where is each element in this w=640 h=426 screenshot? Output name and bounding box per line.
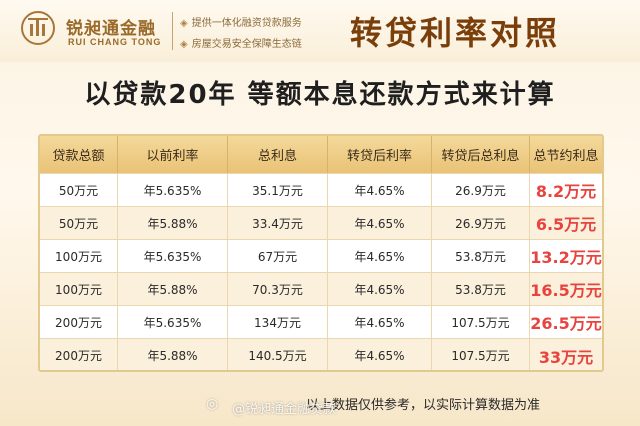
brand-name: 锐昶通金融	[66, 19, 156, 39]
savings-cell: 33万元	[538, 347, 594, 367]
table-header-row: 贷款总额 以前利率 总利息 转贷后利率 转贷后总利息 总节约利息	[40, 136, 602, 174]
savings-cell: 8.2万元	[535, 182, 597, 201]
sub-title: 以贷款20年 等额本息还款方式来计算	[84, 80, 556, 110]
table-cell: 100万元	[40, 240, 118, 272]
table-cell: 33.4万元	[228, 207, 328, 239]
savings-cell: 13.2万元	[530, 248, 602, 267]
table-cell: 年5.635%	[118, 174, 228, 206]
brand-english-name: RUI CHANG TONG	[68, 37, 162, 47]
savings-cell: 6.5万元	[535, 215, 597, 234]
table-cell: 26.9万元	[432, 207, 530, 239]
weibo-icon: ◎	[206, 396, 219, 412]
diamond-icon: ◈	[180, 18, 188, 29]
table-cell: 107.5万元	[432, 339, 530, 370]
column-header: 转贷后利率	[328, 136, 432, 173]
column-header: 总节约利息	[533, 149, 599, 164]
table-cell: 年4.65%	[328, 306, 432, 338]
header-bar: 锐昶通金融 RUI CHANG TONG ◈ 提供一体化融资贷款服务 ◈ 房屋交易安…	[0, 0, 640, 62]
header-divider	[172, 12, 173, 50]
table-cell: 107.5万元	[432, 306, 530, 338]
table-row: 200万元 年5.88% 140.5万元 年4.65% 107.5万元 33万元	[40, 339, 602, 370]
service-text-2: 房屋交易安全保障生态链	[191, 39, 302, 50]
table-row: 100万元 年5.635% 67万元 年4.65% 53.8万元 13.2万元	[40, 240, 602, 273]
table-cell: 100万元	[40, 273, 118, 305]
table-cell: 140.5万元	[228, 339, 328, 370]
table-cell: 53.8万元	[432, 240, 530, 272]
table-cell: 70.3万元	[228, 273, 328, 305]
table-row: 50万元 年5.635% 35.1万元 年4.65% 26.9万元 8.2万元	[40, 174, 602, 207]
table-row: 50万元 年5.88% 33.4万元 年4.65% 26.9万元 6.5万元	[40, 207, 602, 240]
service-text-1: 提供一体化融资贷款服务	[191, 18, 302, 29]
page-title: 转贷利率对照	[350, 14, 561, 52]
table-cell: 年4.65%	[328, 339, 432, 370]
disclaimer-note: 以上数据仅供参考，以实际计算数据为准	[306, 398, 541, 413]
table-cell: 35.1万元	[228, 174, 328, 206]
column-header: 以前利率	[118, 136, 228, 173]
column-header: 总利息	[228, 136, 328, 173]
table-cell: 200万元	[40, 306, 118, 338]
table-cell: 53.8万元	[432, 273, 530, 305]
table-cell: 年5.635%	[118, 306, 228, 338]
column-header: 贷款总额	[40, 136, 118, 173]
table-cell: 50万元	[40, 174, 118, 206]
rate-comparison-table: 贷款总额 以前利率 总利息 转贷后利率 转贷后总利息 总节约利息 50万元 年5…	[38, 134, 604, 372]
savings-cell: 16.5万元	[530, 281, 602, 300]
column-header: 转贷后总利息	[432, 136, 530, 173]
table-row: 200万元 年5.635% 134万元 年4.65% 107.5万元 26.5万…	[40, 306, 602, 339]
table-row: 100万元 年5.88% 70.3万元 年4.65% 53.8万元 16.5万元	[40, 273, 602, 306]
table-cell: 年5.88%	[118, 273, 228, 305]
watermark-text: @锐昶通金融贷款	[232, 402, 337, 417]
service-line-2: ◈ 房屋交易安全保障生态链	[180, 35, 302, 50]
table-cell: 50万元	[40, 207, 118, 239]
table-cell: 年4.65%	[328, 273, 432, 305]
table-cell: 26.9万元	[432, 174, 530, 206]
table-cell: 年5.88%	[118, 339, 228, 370]
savings-cell: 26.5万元	[530, 314, 602, 333]
diamond-icon: ◈	[180, 39, 188, 50]
table-cell: 134万元	[228, 306, 328, 338]
table-cell: 年4.65%	[328, 174, 432, 206]
service-line-1: ◈ 提供一体化融资贷款服务	[180, 14, 302, 29]
table-cell: 年5.635%	[118, 240, 228, 272]
table-cell: 年4.65%	[328, 240, 432, 272]
brand-logo-icon	[21, 11, 55, 45]
table-cell: 200万元	[40, 339, 118, 370]
table-cell: 67万元	[228, 240, 328, 272]
table-cell: 年5.88%	[118, 207, 228, 239]
table-cell: 年4.65%	[328, 207, 432, 239]
